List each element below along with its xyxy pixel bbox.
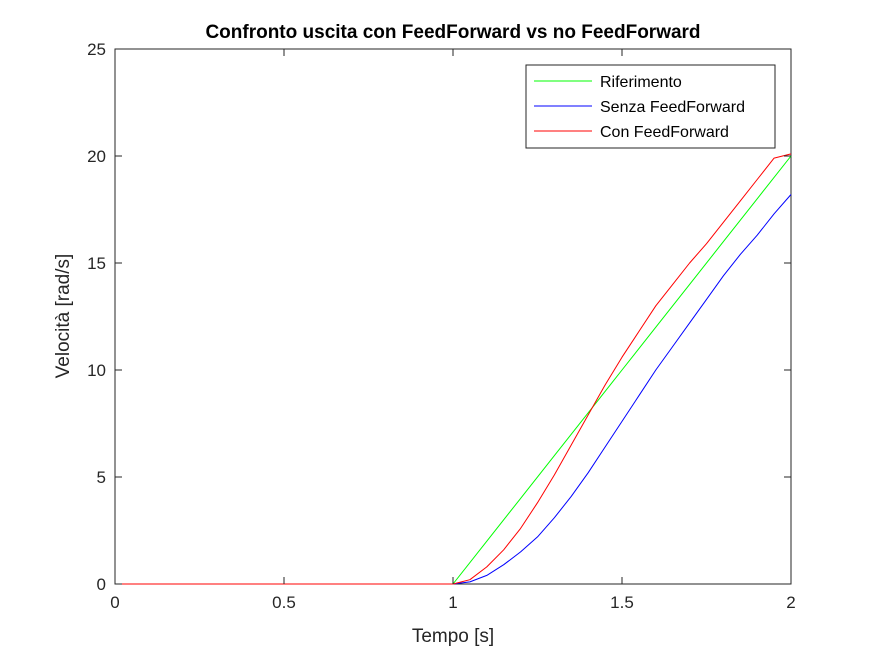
- y-tick-label: 0: [97, 575, 106, 594]
- x-tick-label: 0.5: [272, 593, 296, 612]
- y-tick-label: 25: [87, 40, 106, 59]
- y-tick-label: 5: [97, 468, 106, 487]
- y-tick-label: 10: [87, 361, 106, 380]
- chart-title: Confronto uscita con FeedForward vs no F…: [205, 22, 700, 43]
- y-axis-label: Velocità [rad/s]: [53, 254, 74, 379]
- x-tick-label: 2: [786, 593, 795, 612]
- x-axis-label: Tempo [s]: [412, 626, 494, 647]
- y-tick-label: 20: [87, 147, 106, 166]
- legend-box: [525, 64, 776, 149]
- x-tick-label: 0: [110, 593, 119, 612]
- x-tick-label: 1: [448, 593, 457, 612]
- series-line-1: [115, 194, 792, 585]
- x-tick-label: 1.5: [610, 593, 634, 612]
- series-line-2: [115, 153, 792, 585]
- legend: Riferimento Senza FeedForward Con FeedForw…: [525, 64, 776, 149]
- legend-label: Con FeedForward: [600, 124, 729, 141]
- legend-label: Senza FeedForward: [600, 99, 745, 116]
- series-line-0: [115, 155, 792, 585]
- legend-label: Riferimento: [600, 74, 682, 91]
- y-tick-label: 15: [87, 254, 106, 273]
